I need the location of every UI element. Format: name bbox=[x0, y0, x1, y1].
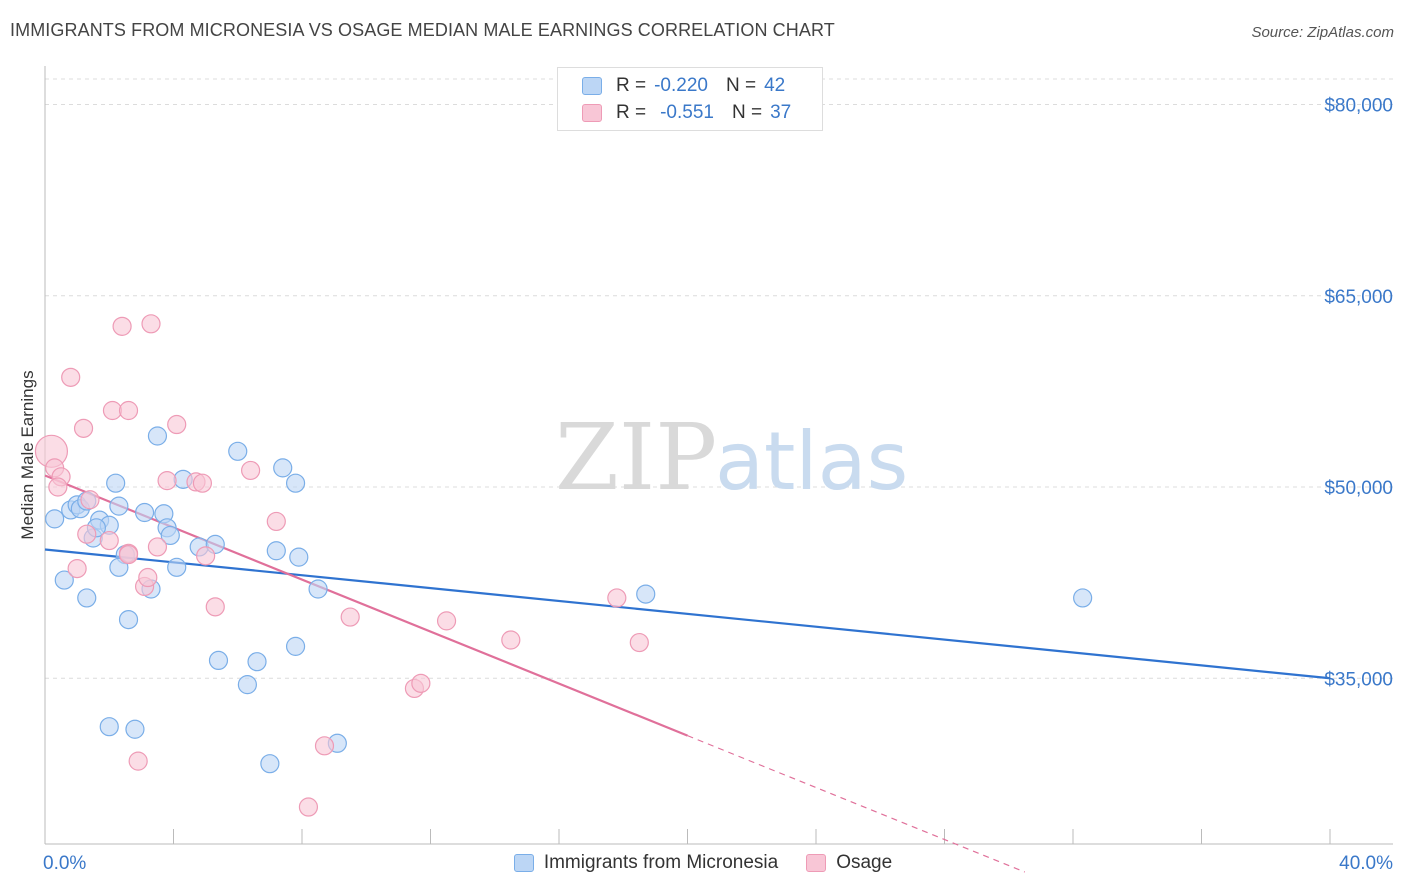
osage-point bbox=[298, 797, 319, 817]
osage-point bbox=[118, 544, 139, 565]
y-tick-label: $80,000 bbox=[1324, 96, 1393, 117]
osage-point bbox=[61, 367, 81, 387]
micronesia-point bbox=[208, 650, 229, 671]
micronesia-point bbox=[109, 557, 129, 577]
osage-point bbox=[138, 567, 158, 588]
osage-point bbox=[314, 736, 335, 756]
data-points bbox=[34, 314, 1093, 817]
legend-item-osage: Osage bbox=[806, 852, 892, 874]
micronesia-point bbox=[237, 675, 257, 695]
micronesia-point bbox=[99, 717, 119, 737]
micronesia-point bbox=[1073, 588, 1093, 608]
r-value: -0.220 bbox=[654, 75, 708, 96]
chart-title: IMMIGRANTS FROM MICRONESIA VS OSAGE MEDI… bbox=[10, 20, 835, 40]
micronesia-point bbox=[228, 441, 248, 461]
osage-point bbox=[77, 524, 97, 544]
source-note: Source: ZipAtlas.com bbox=[1251, 24, 1394, 41]
micronesia-point bbox=[636, 584, 656, 604]
micronesia-point bbox=[273, 458, 293, 478]
r-label: R = bbox=[616, 102, 647, 123]
micronesia-point bbox=[285, 636, 306, 656]
micronesia-point bbox=[45, 509, 65, 529]
micronesia-point bbox=[285, 473, 306, 493]
micronesia-point bbox=[266, 541, 286, 561]
stats-row-osage: R = -0.551 N = 37 bbox=[582, 101, 791, 125]
osage-point bbox=[192, 473, 213, 493]
r-label: R = bbox=[616, 75, 647, 96]
osage-point bbox=[411, 673, 431, 693]
y-tick-label: $35,000 bbox=[1324, 669, 1393, 690]
osage-point bbox=[141, 314, 161, 334]
osage-point bbox=[99, 530, 119, 551]
legend-label-osage: Osage bbox=[836, 852, 893, 873]
stats-legend: R = -0.220 N = 42 R = -0.551 N = 37 bbox=[557, 67, 823, 131]
osage-point bbox=[48, 477, 68, 497]
n-label: N = bbox=[731, 102, 763, 123]
osage-point bbox=[196, 546, 216, 566]
osage-point bbox=[436, 611, 457, 631]
osage-point bbox=[205, 597, 225, 617]
micronesia-point bbox=[134, 502, 155, 523]
micronesia-point bbox=[147, 426, 168, 446]
micronesia-point bbox=[125, 719, 145, 739]
osage-point bbox=[80, 490, 100, 510]
osage-point bbox=[102, 400, 123, 421]
micronesia-point bbox=[54, 570, 74, 590]
micronesia-point bbox=[109, 496, 129, 516]
osage-point bbox=[147, 537, 168, 557]
micronesia-point bbox=[77, 588, 97, 608]
osage-point bbox=[157, 471, 177, 491]
micronesia-point bbox=[260, 754, 280, 774]
trend-lines bbox=[44, 474, 1331, 873]
y-axis-label: Median Male Earnings bbox=[18, 370, 37, 540]
osage-point bbox=[167, 414, 187, 435]
micronesia-legend-swatch bbox=[513, 854, 534, 872]
osage-point bbox=[340, 607, 360, 627]
osage-point bbox=[112, 316, 132, 336]
trend-line-osage bbox=[44, 474, 688, 737]
n-value: 42 bbox=[764, 75, 786, 96]
watermark: ZIP atlas bbox=[555, 404, 908, 511]
n-label: N = bbox=[725, 75, 757, 96]
osage-point bbox=[128, 751, 148, 771]
osage-point bbox=[501, 630, 521, 650]
micronesia-point bbox=[247, 652, 267, 672]
x-tick-label: 0.0% bbox=[43, 853, 86, 874]
micronesia-swatch bbox=[582, 77, 602, 95]
legend-label-micronesia: Immigrants from Micronesia bbox=[543, 852, 779, 873]
osage-point bbox=[629, 632, 649, 653]
osage-legend-swatch bbox=[806, 854, 827, 872]
y-tick-label: $65,000 bbox=[1324, 287, 1393, 308]
x-tick-label: 40.0% bbox=[1339, 853, 1393, 874]
micronesia-point bbox=[118, 609, 139, 630]
micronesia-point bbox=[308, 579, 328, 599]
micronesia-point bbox=[289, 547, 309, 567]
y-tick-label: $50,000 bbox=[1324, 478, 1393, 499]
micronesia-point bbox=[106, 473, 126, 493]
r-value: -0.551 bbox=[660, 102, 714, 123]
legend-item-micronesia: Immigrants from Micronesia bbox=[513, 852, 779, 874]
watermark-atlas: atlas bbox=[715, 415, 908, 508]
trend-line-osage-extension bbox=[687, 735, 1026, 873]
tick-labels: $35,000 $50,000 $65,000 $80,000 0.0% 40.0% bbox=[43, 96, 1393, 875]
osage-swatch bbox=[582, 104, 602, 122]
micronesia-point bbox=[160, 525, 180, 546]
stats-row-micronesia: R = -0.220 N = 42 bbox=[582, 74, 785, 98]
n-value: 37 bbox=[770, 102, 792, 123]
osage-point bbox=[67, 558, 87, 579]
series-legend: Immigrants from Micronesia Osage bbox=[0, 852, 1406, 874]
trend-line-micronesia bbox=[44, 548, 1331, 680]
osage-point bbox=[266, 511, 286, 532]
micronesia-point bbox=[167, 557, 187, 577]
osage-point bbox=[118, 400, 139, 421]
watermark-zip: ZIP bbox=[555, 404, 717, 511]
gridlines bbox=[45, 78, 1393, 679]
osage-point bbox=[241, 460, 261, 481]
osage-point bbox=[607, 588, 627, 608]
osage-point bbox=[73, 418, 94, 438]
